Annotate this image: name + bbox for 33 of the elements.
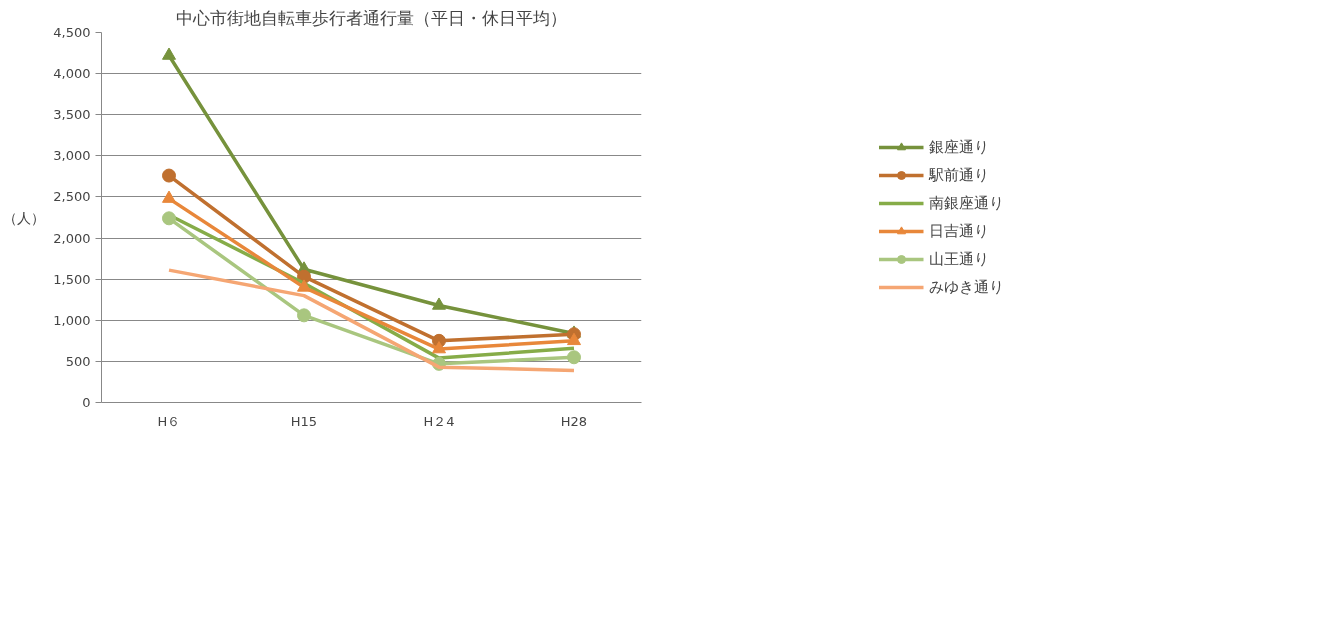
point — [567, 332, 581, 346]
point — [297, 308, 311, 323]
point — [162, 168, 176, 183]
line-series — [167, 268, 576, 373]
x-tick-label: H28 — [560, 413, 588, 429]
point — [162, 47, 176, 60]
legend-label: 南銀座通り — [928, 193, 1004, 213]
chart-title: 中心市街地自転車歩行者通行量（平日・休日平均） — [176, 7, 567, 28]
y-axis-title: （人） — [3, 209, 46, 226]
y-tick-label: 2,500 — [53, 189, 91, 205]
point — [297, 279, 311, 292]
x-tick-label: H15 — [290, 413, 318, 429]
legend-label: 銀座通り — [928, 137, 989, 157]
y-tick-label: 3,500 — [53, 107, 91, 123]
y-tick-label: 2,000 — [53, 230, 91, 246]
y-tick-label: 1,500 — [53, 271, 91, 287]
y-tick-label: 0 — [82, 395, 91, 410]
point — [567, 350, 581, 365]
y-tick-label: 4,500 — [53, 25, 91, 40]
x-tick-label: H６ — [157, 413, 181, 429]
point — [162, 211, 176, 226]
legend-label: みゆき通り — [928, 277, 1004, 297]
x-tick-label: H２4 — [423, 413, 455, 429]
y-tick-label: 500 — [65, 353, 91, 369]
legend-label: 日吉通り — [928, 221, 989, 241]
y-tick-label: 3,000 — [53, 148, 91, 164]
point — [432, 341, 446, 354]
point — [162, 190, 176, 203]
y-tick-label: 1,000 — [53, 312, 91, 328]
legend-label: 山王通り — [928, 249, 989, 269]
point — [432, 297, 446, 310]
legend-label: 駅前通り — [928, 165, 989, 185]
y-tick-label: 4,000 — [53, 66, 91, 82]
